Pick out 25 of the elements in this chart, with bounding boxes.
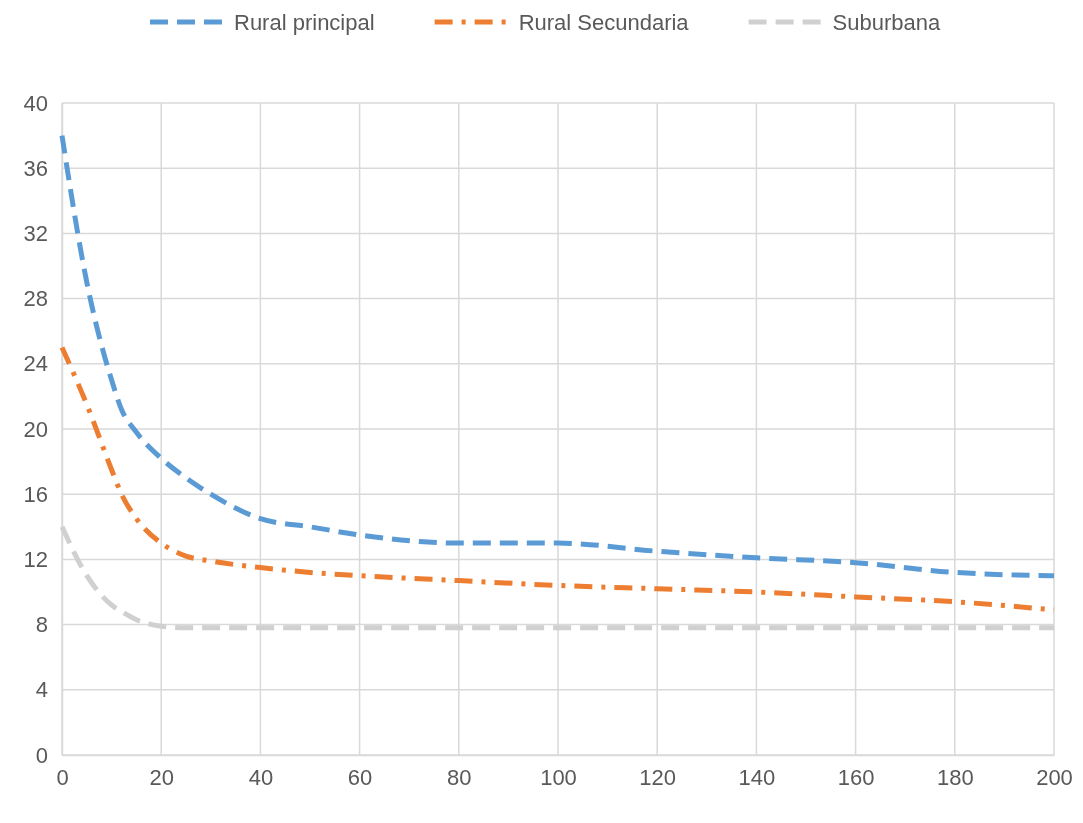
- y-tick-label: 16: [23, 481, 48, 507]
- y-tick-label: 32: [23, 220, 48, 246]
- y-tick-label: 4: [35, 677, 48, 703]
- y-tick-label: 0: [35, 742, 48, 768]
- y-tick-label: 8: [35, 612, 48, 638]
- x-tick-label: 20: [149, 764, 174, 790]
- y-tick-label: 28: [23, 286, 48, 312]
- legend-label: Rural Secundaria: [518, 10, 690, 35]
- x-tick-label: 180: [936, 764, 974, 790]
- x-tick-label: 120: [639, 764, 677, 790]
- x-tick-label: 60: [347, 764, 373, 790]
- x-tick-label: 140: [738, 764, 776, 790]
- y-tick-label: 20: [23, 416, 48, 442]
- legend-label: Suburbana: [832, 10, 942, 35]
- legend-label: Rural principal: [234, 10, 375, 35]
- x-tick-label: 80: [447, 764, 472, 790]
- y-tick-label: 40: [23, 90, 48, 116]
- y-tick-label: 12: [23, 546, 48, 572]
- x-tick-label: 40: [248, 764, 274, 790]
- x-tick-label: 0: [56, 764, 69, 790]
- y-tick-label: 36: [23, 155, 48, 181]
- x-tick-label: 160: [837, 764, 875, 790]
- x-tick-label: 200: [1036, 764, 1073, 790]
- y-tick-label: 24: [23, 351, 48, 377]
- x-tick-label: 100: [540, 764, 577, 790]
